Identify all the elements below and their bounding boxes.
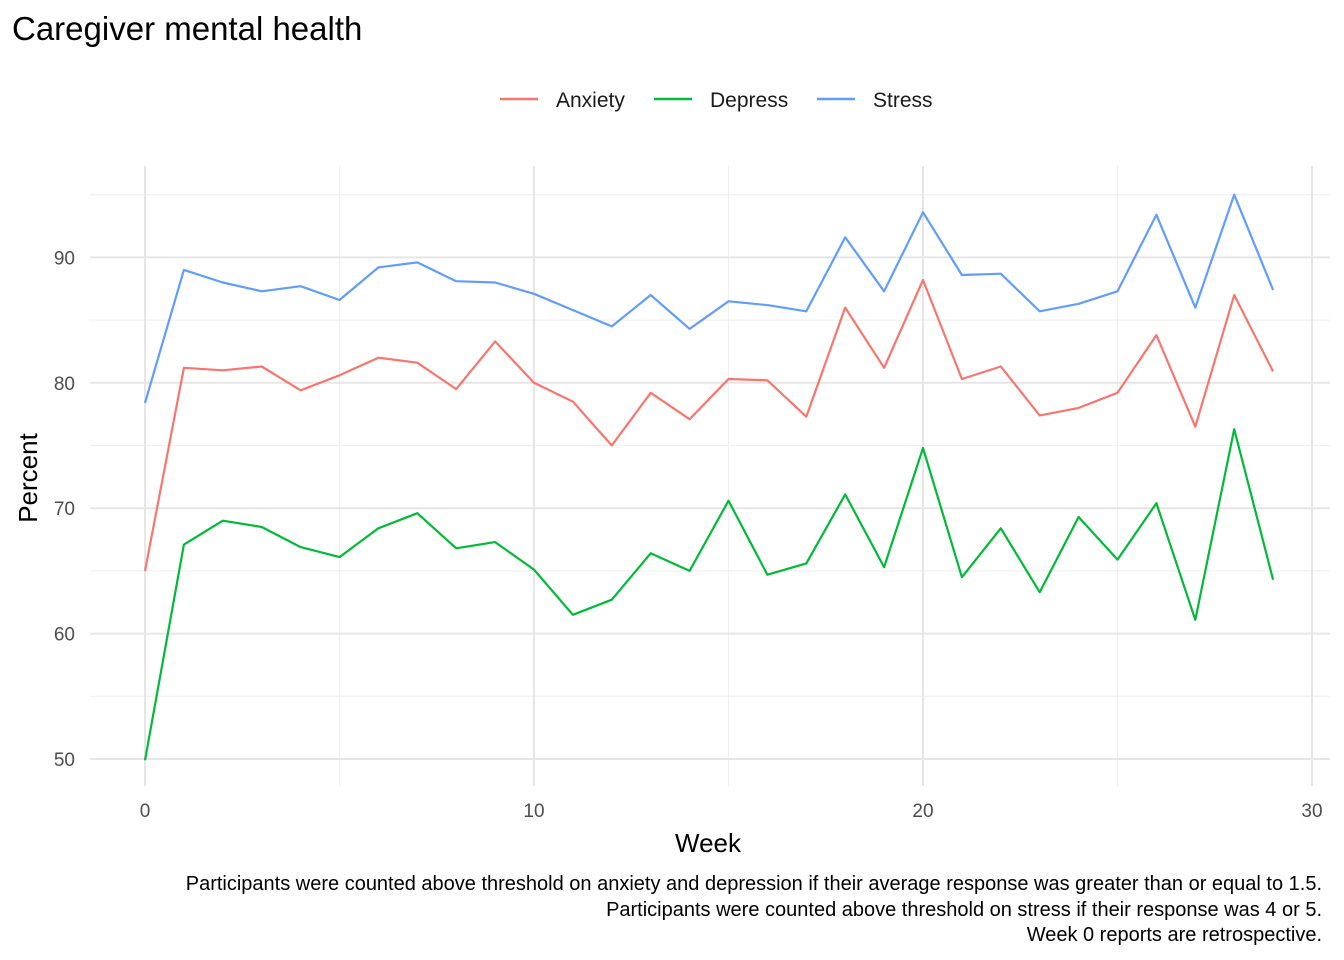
y-tick-label: 60 [54, 625, 75, 646]
series-line-anxiety [143, 278, 1275, 572]
minor-gridlines [90, 166, 1330, 786]
major-gridlines [90, 166, 1330, 786]
caption-line-1: Participants were counted above threshol… [186, 873, 1322, 895]
y-tick-label: 70 [54, 499, 75, 520]
series-line-depress [143, 428, 1275, 761]
x-tick-label: 0 [140, 801, 151, 822]
x-tick-label: 20 [912, 801, 933, 822]
caption-line-3: Week 0 reports are retrospective. [1027, 924, 1322, 946]
series-line-stress [143, 193, 1275, 404]
legend-item-depress: Depress [654, 89, 788, 112]
caption-line-2: Participants were counted above threshol… [606, 899, 1322, 921]
plot-panel [90, 166, 1330, 786]
x-axis-title: Week [675, 828, 742, 858]
legend-item-stress: Stress [817, 89, 933, 112]
caption: Participants were counted above threshol… [186, 873, 1322, 946]
x-tick-label: 10 [523, 801, 544, 822]
y-tick-label: 80 [54, 374, 75, 395]
x-tick-label: 30 [1301, 801, 1322, 822]
y-tick-label: 90 [54, 248, 75, 269]
series-lines [143, 193, 1275, 761]
legend-item-anxiety: Anxiety [500, 89, 625, 112]
x-axis-tick-labels: 0 10 20 30 [140, 801, 1323, 822]
legend-label-anxiety: Anxiety [556, 89, 625, 112]
legend-label-depress: Depress [710, 89, 788, 112]
y-axis-tick-labels: 50 60 70 80 90 [54, 248, 75, 771]
legend-label-stress: Stress [873, 89, 933, 112]
legend: Anxiety Depress Stress [500, 89, 933, 112]
y-axis-title: Percent [13, 432, 43, 522]
y-tick-label: 50 [54, 750, 75, 771]
chart-title: Caregiver mental health [12, 10, 362, 47]
